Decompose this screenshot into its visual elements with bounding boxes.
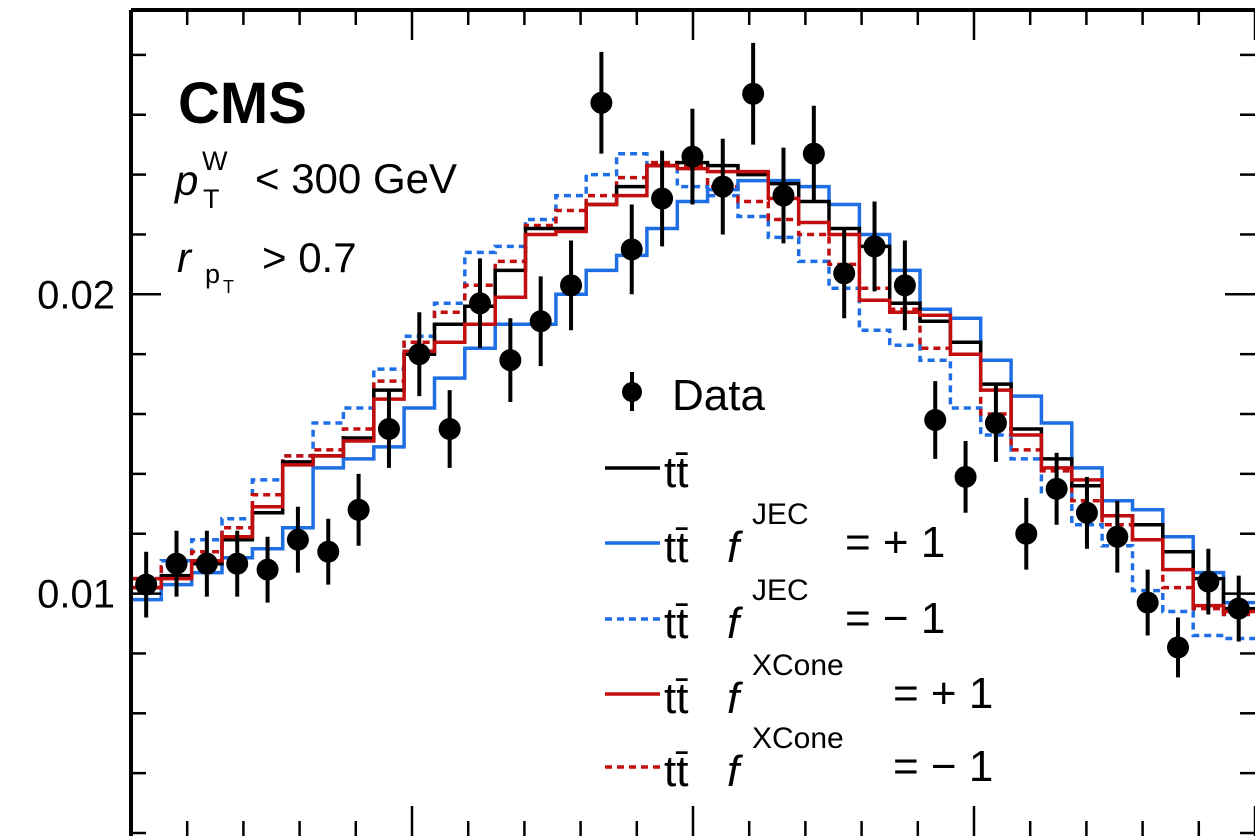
data-point [590, 91, 613, 114]
data-point [1106, 525, 1129, 548]
legend-label-jec-up-main: tt̄ [664, 523, 688, 572]
annotation-rpt-sub: p [205, 259, 220, 289]
legend-label-jec-down-rest: = − 1 [845, 594, 945, 643]
data-point [833, 262, 856, 285]
data-point [256, 558, 279, 581]
data-point [984, 412, 1007, 434]
data-point [408, 343, 431, 366]
data-point [529, 310, 552, 333]
legend-entry-jec-down: tt̄ f JEC = − 1 [605, 574, 945, 648]
legend-label-jec-down-sup: JEC [752, 574, 809, 607]
legend-entry-xcone-down: tt̄ f XCone = − 1 [605, 722, 993, 796]
data-point [317, 540, 340, 563]
legend-label-jec-down-main: tt̄ [664, 599, 688, 648]
data-point [924, 409, 947, 432]
data-point [165, 552, 188, 575]
annotation-rpt-cut-text: > 0.7 [262, 234, 357, 281]
annotation-ptw-cut-text: < 300 GeV [255, 155, 457, 202]
annotation-ptw-cut: p W T < 300 GeV [173, 146, 457, 214]
y-tick-label: 0.02 [37, 273, 115, 317]
data-point [377, 417, 400, 440]
y-tick-label: 0.01 [37, 573, 115, 617]
data-point [438, 417, 461, 440]
axes: 0.01 0.02 [37, 8, 1255, 836]
data-point [1075, 501, 1098, 524]
data-point [772, 184, 795, 207]
legend-label-jec-up-f: f [727, 523, 744, 572]
data-point [742, 82, 765, 105]
series-xcdn-line [131, 160, 1255, 617]
data-point [135, 573, 158, 596]
data-point [651, 187, 674, 210]
legend-label-xcone-up-sup: XCone [752, 649, 844, 682]
data-point [711, 175, 734, 198]
annotation-ptw-sup: W [202, 146, 228, 176]
data-point [226, 552, 249, 575]
legend-entry-xcone-up: tt̄ f XCone = + 1 [605, 649, 993, 723]
legend-label-xcone-up-f: f [727, 674, 744, 723]
annotation-rpt-var: r [177, 234, 193, 281]
data-point [1136, 591, 1159, 614]
annotation-ptw-sub: T [203, 184, 220, 214]
legend-label-ttbar: tt̄ [664, 448, 688, 497]
data-points-layer [135, 42, 1250, 678]
legend-label-xcone-up-main: tt̄ [664, 674, 688, 723]
data-point [893, 274, 916, 297]
legend-label-xcone-up-rest: = + 1 [893, 669, 993, 718]
legend-label-jec-down-f: f [727, 599, 744, 648]
legend-entry-ttbar: tt̄ [605, 448, 688, 497]
legend-label-xcone-down-rest: = − 1 [893, 742, 993, 791]
data-point [1167, 636, 1190, 659]
data-point [802, 142, 825, 165]
data-point [1197, 570, 1220, 593]
legend-label-xcone-down-sup: XCone [752, 722, 844, 755]
data-point [863, 235, 886, 258]
data-point [1227, 597, 1250, 620]
legend-label-xcone-down-main: tt̄ [664, 747, 688, 796]
legend-marker-data [622, 382, 642, 402]
annotation-rpt-subsub: T [223, 277, 234, 297]
data-point [620, 238, 643, 261]
legend-entry-jec-up: tt̄ f JEC = + 1 [605, 498, 945, 572]
legend-label-xcone-down-f: f [727, 747, 744, 796]
data-point [681, 145, 704, 168]
series-xcup-line [131, 163, 1255, 614]
legend-label-jec-up-sup: JEC [752, 498, 809, 531]
legend-label-jec-up-rest: = + 1 [845, 518, 945, 567]
data-point [954, 465, 977, 488]
data-point [195, 552, 218, 575]
data-point [347, 498, 370, 521]
annotation-rpt-cut: r p T > 0.7 [177, 234, 357, 297]
data-point [1045, 477, 1068, 500]
data-point [286, 528, 309, 551]
data-point [560, 274, 583, 297]
data-point [469, 292, 492, 315]
data-point [1015, 522, 1038, 545]
data-point [499, 349, 522, 372]
cms-experiment-label: CMS [178, 71, 307, 136]
legend-entry-data: Data [622, 371, 765, 420]
legend-label-data: Data [672, 371, 765, 420]
annotation-ptw-var: p [173, 157, 198, 204]
